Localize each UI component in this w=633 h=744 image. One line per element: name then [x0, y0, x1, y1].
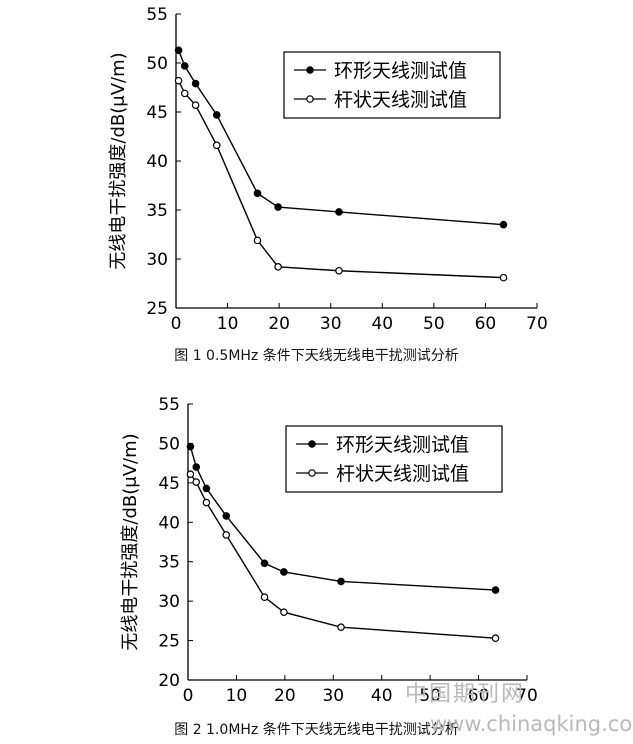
x-tick-label: 50: [423, 314, 445, 334]
x-tick-label: 60: [475, 314, 497, 334]
y-tick-label: 40: [146, 152, 168, 172]
data-point: [222, 531, 231, 539]
x-tick-label: 0: [171, 314, 182, 334]
y-tick-label: 30: [146, 250, 168, 270]
watermark-url: www.chinaqking.com: [430, 712, 633, 736]
y-tick-label: 55: [146, 5, 168, 25]
x-tick-label: 20: [274, 686, 296, 706]
x-tick-label: 10: [226, 686, 248, 706]
data-point: [491, 586, 500, 594]
watermark-site-name: 中国期刊网: [405, 682, 526, 707]
y-tick-label: 30: [158, 592, 180, 612]
x-tick-label: 70: [526, 314, 548, 334]
y-tick-label: 20: [158, 671, 180, 691]
data-point: [202, 498, 211, 507]
legend-marker-1: [308, 440, 316, 448]
x-tick-label: 50: [419, 686, 441, 706]
y-axis-label: 无线电干扰强度/dB(μV/m): [120, 433, 141, 650]
data-point: [274, 263, 282, 271]
y-tick-label: 35: [146, 201, 168, 221]
x-tick-label: 30: [320, 314, 342, 334]
data-point: [253, 236, 262, 245]
data-point: [337, 623, 345, 631]
series-line-1: [189, 446, 496, 591]
legend-marker-2: [306, 95, 314, 103]
data-point: [174, 46, 183, 55]
data-point: [335, 266, 343, 275]
chart-figure-2: 0 10 20 30 40 50 60 70 20 25 30 35 40 45 50 55 无线电干扰强度/d…: [120, 395, 538, 706]
data-point: [212, 111, 221, 119]
x-tick-label: 40: [371, 686, 393, 706]
data-point: [260, 593, 269, 602]
x-tick-label: 20: [268, 314, 290, 334]
data-point: [191, 101, 200, 109]
figure-2-caption: 图 2 1.0MHz 条件下天线无线电干扰测试分析: [174, 722, 459, 738]
y-tick-label: 25: [146, 299, 168, 319]
legend-marker-1: [306, 66, 314, 74]
series-line-2: [189, 473, 496, 639]
data-point: [192, 463, 201, 471]
legend-box: [283, 51, 501, 119]
legend-label-1: 环形天线测试值: [334, 60, 467, 82]
y-tick-label: 25: [158, 632, 180, 652]
legend-marker-2: [308, 469, 316, 477]
data-point: [186, 470, 195, 478]
data-point: [212, 141, 221, 150]
data-point: [180, 89, 189, 98]
x-tick-label: 60: [468, 686, 490, 706]
data-point: [274, 203, 282, 211]
y-tick-label: 40: [158, 513, 180, 533]
x-tick-label: 10: [217, 314, 239, 334]
x-tick-label: 30: [322, 686, 344, 706]
y-tick-label: 50: [146, 54, 168, 74]
chart-figure-1: 0 10 20 30 40 50 60 70 25 30 35 40 45 50 55 无线电干扰强度/dB(…: [108, 5, 548, 334]
data-point: [260, 559, 269, 568]
figure-2: 0 10 20 30 40 50 60 70 20 25 30 35 40 45 50 55 无线电干扰强度/d…: [0, 392, 633, 744]
x-tick-label: 70: [516, 686, 538, 706]
x-tick-label: 0: [183, 686, 194, 706]
data-point: [335, 208, 343, 216]
y-tick-label: 50: [158, 434, 180, 454]
legend-label-2: 杆状天线测试值: [336, 463, 469, 485]
legend-label-1: 环形天线测试值: [336, 434, 469, 456]
data-point: [491, 634, 500, 643]
y-tick-label: 55: [158, 395, 180, 415]
data-point: [280, 568, 288, 576]
figure-1-caption: 图 1 0.5MHz 条件下天线无线电干扰测试分析: [174, 348, 459, 364]
data-point: [337, 577, 345, 586]
data-point: [174, 76, 183, 85]
data-point: [180, 62, 189, 70]
data-point: [192, 478, 201, 486]
data-point: [280, 608, 288, 616]
y-tick-label: 45: [158, 474, 180, 494]
data-point: [186, 442, 195, 451]
data-point: [499, 220, 508, 229]
legend-label-2: 杆状天线测试值: [334, 89, 467, 111]
data-point: [202, 484, 211, 493]
legend-box: [285, 425, 503, 493]
data-point: [191, 79, 200, 88]
y-axis-label: 无线电干扰强度/dB(μV/m): [108, 52, 129, 269]
x-tick-label: 40: [371, 314, 393, 334]
data-point: [222, 512, 231, 520]
figure-1: 0 10 20 30 40 50 60 70 25 30 35 40 45 50 55 无线电干扰强度/dB(…: [108, 5, 548, 364]
data-point: [253, 189, 262, 198]
y-tick-label: 35: [158, 553, 180, 573]
y-tick-label: 45: [146, 103, 168, 123]
data-point: [499, 273, 508, 282]
